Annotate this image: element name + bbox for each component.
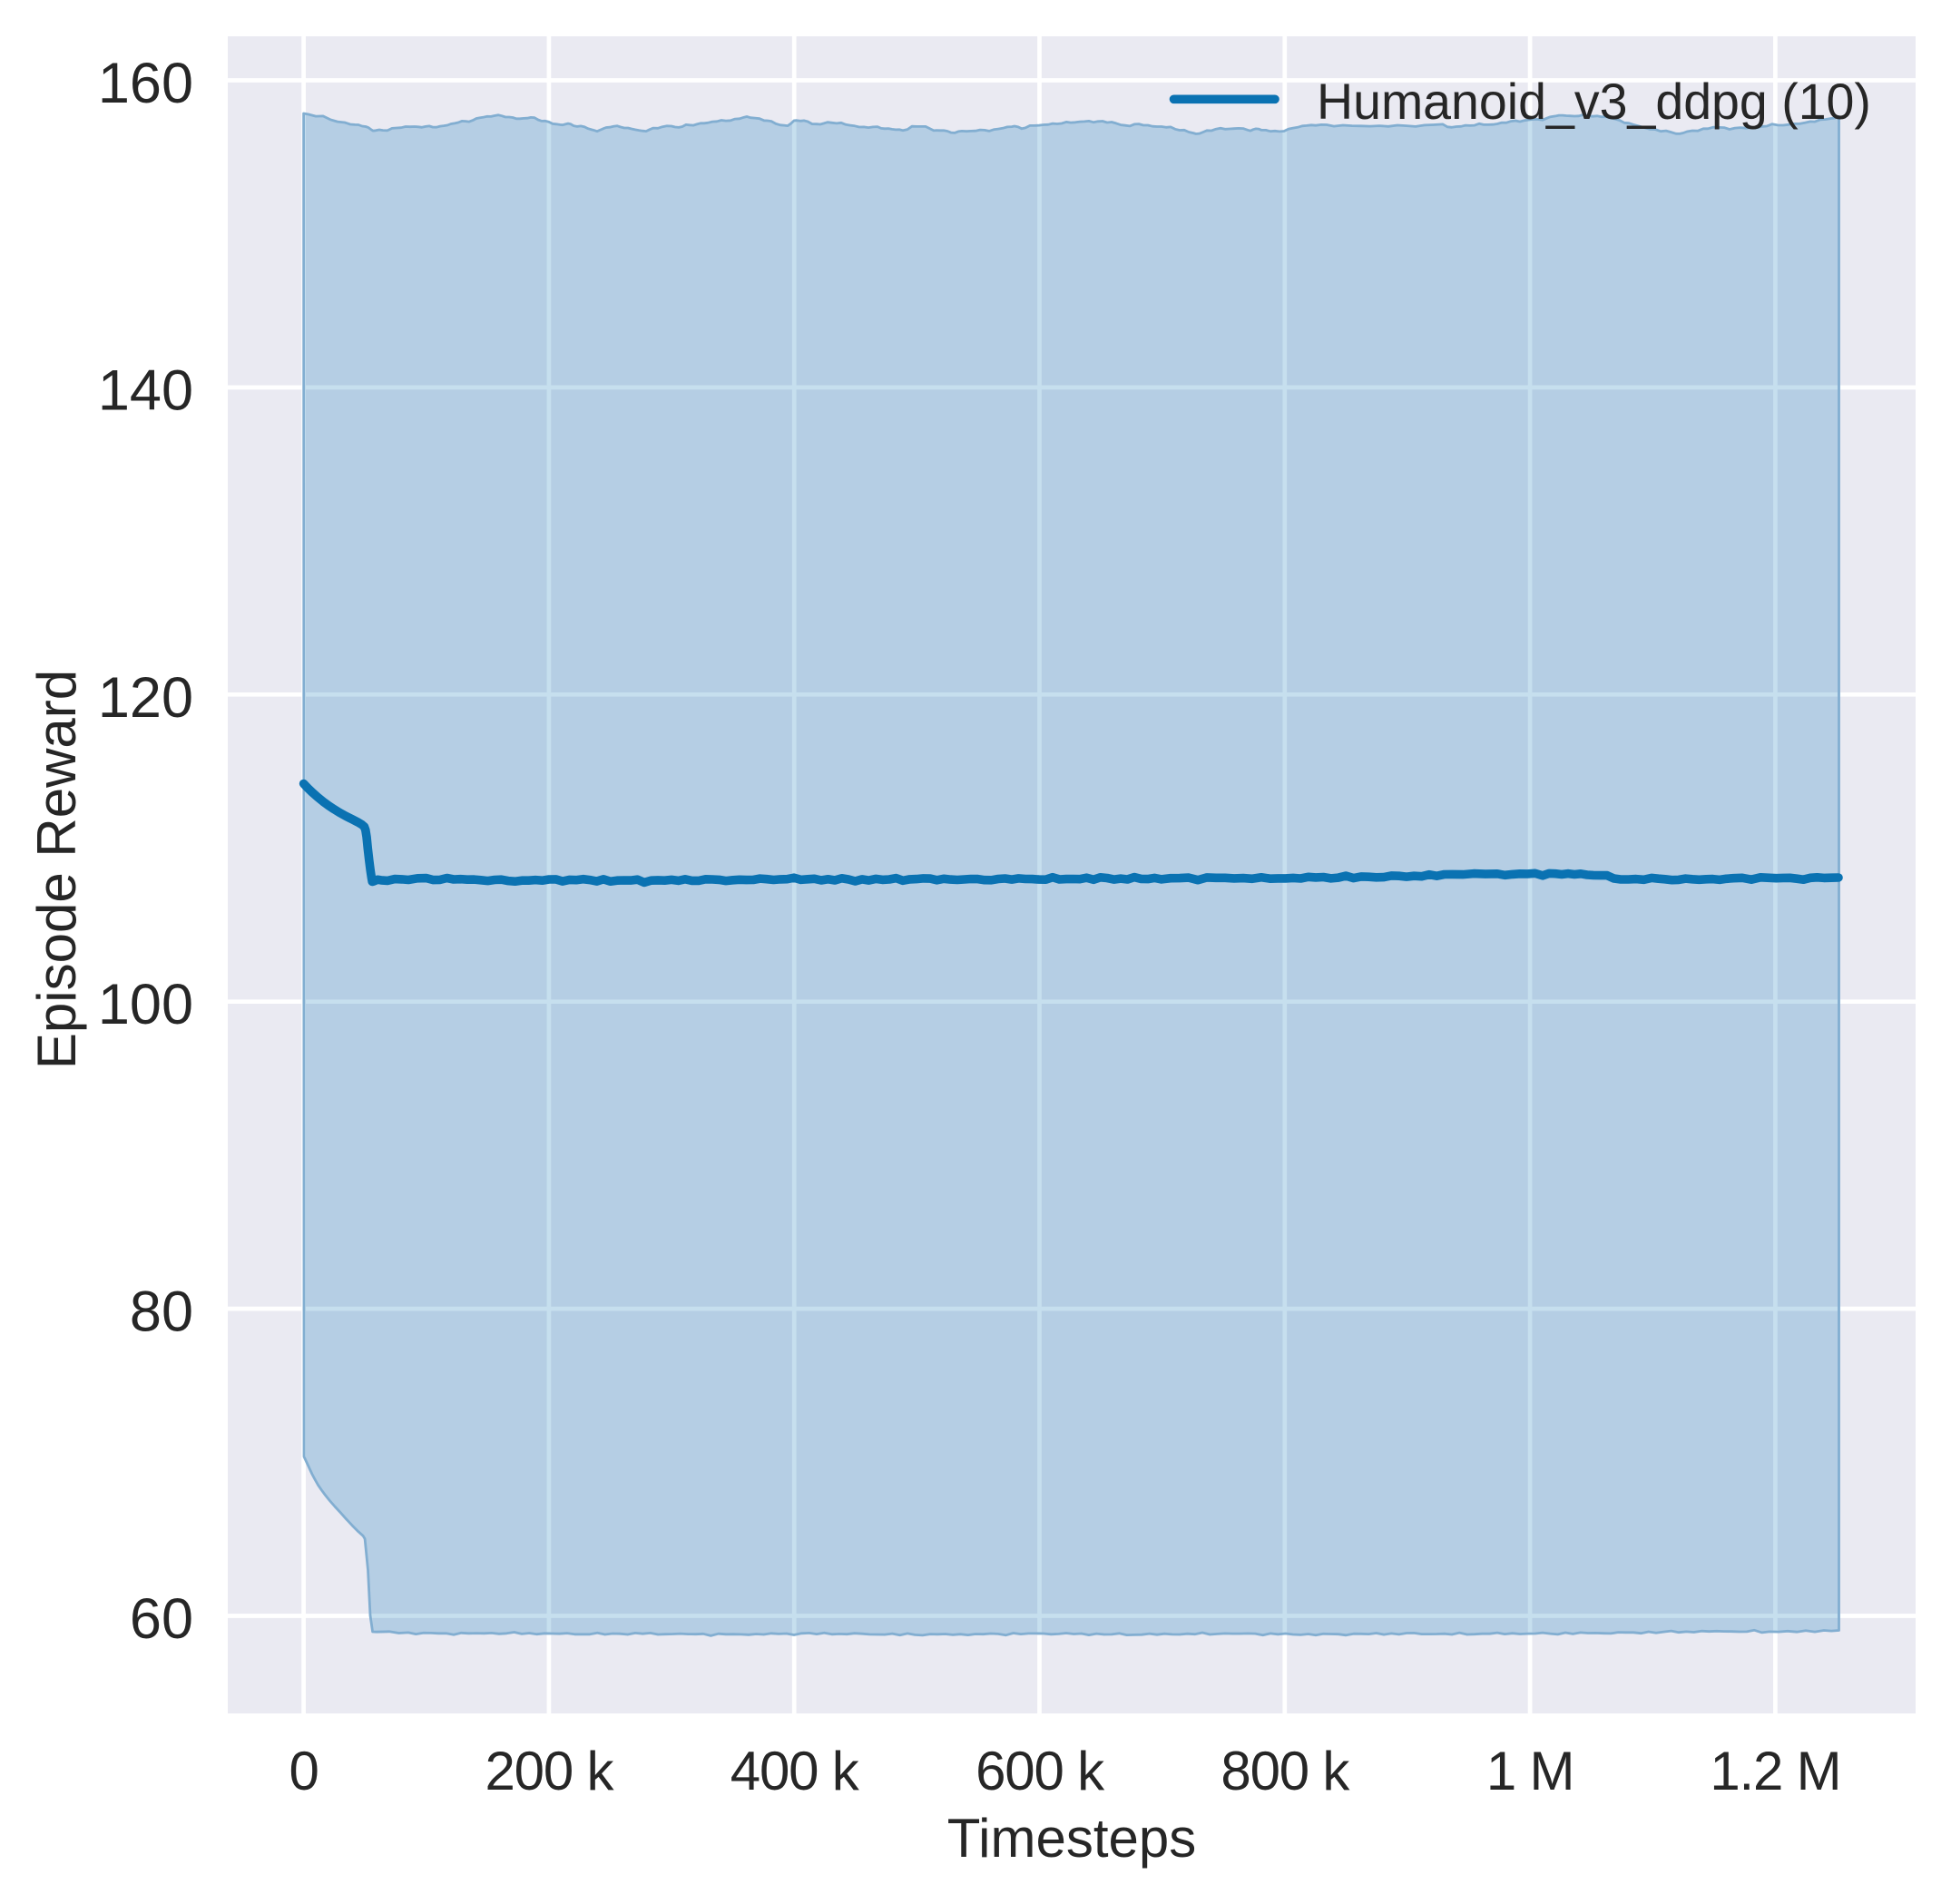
svg-text:120: 120: [98, 666, 193, 730]
svg-text:1.2 M: 1.2 M: [1710, 1741, 1840, 1801]
svg-text:400 k: 400 k: [730, 1741, 860, 1801]
svg-text:140: 140: [98, 358, 193, 422]
svg-text:100: 100: [98, 973, 193, 1036]
svg-text:1 M: 1 M: [1486, 1741, 1574, 1801]
svg-text:600 k: 600 k: [976, 1741, 1105, 1801]
svg-text:0: 0: [289, 1741, 319, 1801]
svg-text:160: 160: [98, 52, 193, 115]
svg-text:800 k: 800 k: [1221, 1741, 1350, 1801]
svg-text:60: 60: [130, 1587, 193, 1651]
svg-text:80: 80: [130, 1281, 193, 1344]
svg-text:Episode Reward: Episode Reward: [26, 670, 87, 1069]
svg-text:Humanoid_v3_ddpg (10): Humanoid_v3_ddpg (10): [1317, 74, 1871, 130]
svg-text:Timesteps: Timesteps: [947, 1808, 1197, 1869]
svg-text:200 k: 200 k: [485, 1741, 615, 1801]
